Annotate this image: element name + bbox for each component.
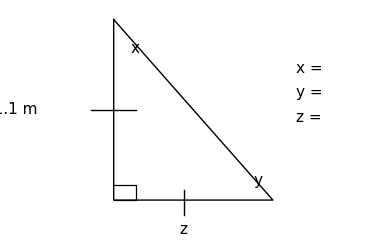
Text: y =: y =	[296, 85, 322, 100]
Text: x =: x =	[296, 61, 322, 76]
Text: z =: z =	[296, 110, 321, 125]
Text: 11.1 m: 11.1 m	[0, 102, 38, 117]
Text: x: x	[131, 41, 140, 56]
Text: y: y	[254, 173, 263, 188]
Text: z: z	[180, 222, 188, 237]
